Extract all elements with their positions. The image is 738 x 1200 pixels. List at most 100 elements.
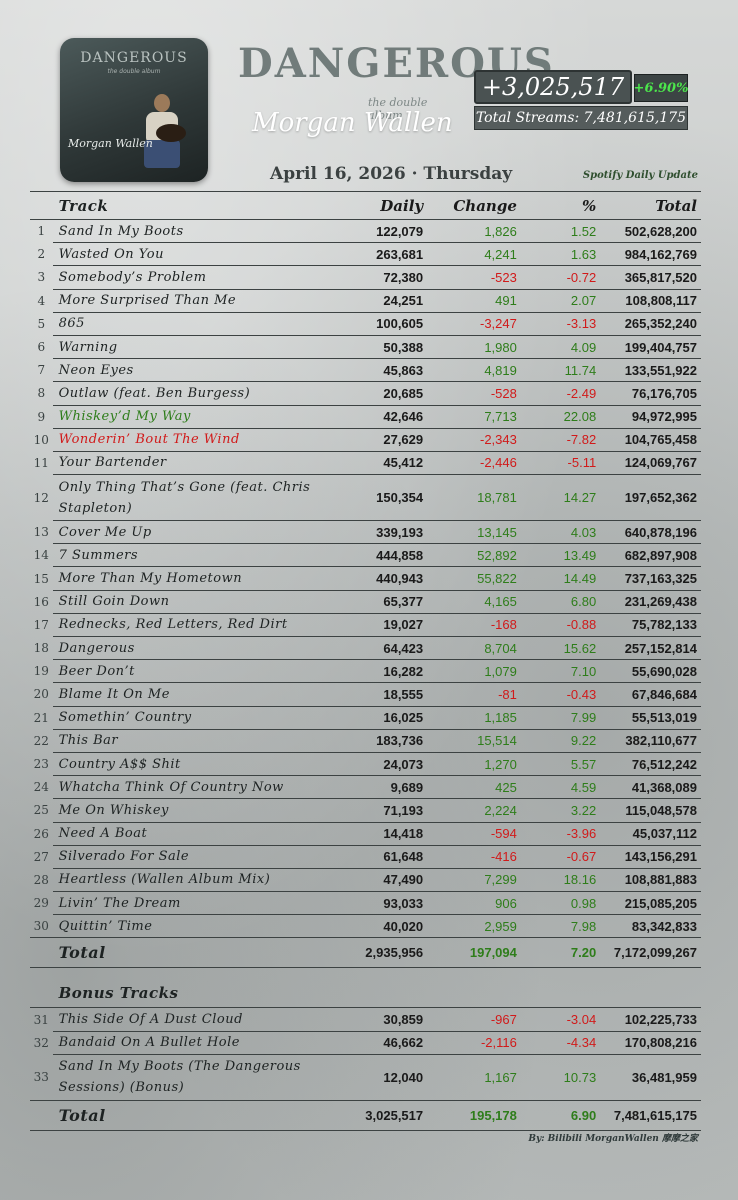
change-pct: -2.49	[516, 381, 597, 406]
change-pct: 0.98	[516, 891, 597, 916]
total-streams: 108,881,883	[596, 868, 701, 893]
empty-cell	[332, 977, 424, 1009]
change-value: 1,826	[423, 219, 517, 244]
change-value: 1,980	[423, 335, 517, 360]
total-streams: 67,846,684	[596, 682, 701, 707]
table-row: 11 Your Bartender 45,412 -2,446 -5.11 124,069…	[30, 451, 701, 476]
table-row: 27 Silverado For Sale 61,648 -416 -0.67 143,1…	[30, 845, 701, 869]
table-row: 21 Somethin’ Country 16,025 1,185 7.99 55,513…	[30, 706, 701, 730]
change-value: 52,892	[423, 543, 517, 568]
daily-streams: 14,418	[332, 822, 424, 846]
change-pct: 6.80	[516, 590, 597, 614]
total-streams: 199,404,757	[596, 335, 701, 360]
track-name: Whiskey’d My Way	[52, 405, 333, 429]
total-streams: 104,765,458	[596, 428, 701, 452]
track-name: Sand In My Boots	[52, 219, 333, 244]
change-value: -168	[423, 613, 517, 638]
change-value: 7,299	[423, 868, 517, 893]
total-streams-box: Total Streams: 7,481,615,175	[474, 106, 688, 130]
row-number: 12	[33, 490, 49, 505]
change-value: -2,446	[423, 451, 517, 476]
daily-streams: 440,943	[332, 566, 424, 591]
table-row: 31 This Side Of A Dust Cloud 30,859 -967 -3.…	[30, 1007, 701, 1032]
empty-cell	[423, 977, 517, 1009]
table-row: 14 7 Summers 444,858 52,892 13.49 682,897,908	[30, 543, 701, 568]
row-number: 31	[33, 1012, 49, 1027]
total-label: Total	[52, 937, 333, 969]
change-pct: 15.62	[516, 636, 597, 661]
header-daily: Daily	[332, 191, 424, 220]
daily-streams: 24,251	[332, 289, 424, 313]
track-name: Sand In My Boots (The Dangerous Sessions…	[52, 1054, 333, 1101]
track-name: Your Bartender	[52, 451, 333, 476]
daily-streams: 24,073	[332, 752, 424, 777]
total-streams: 265,352,240	[596, 312, 701, 336]
total-streams: 124,069,767	[596, 451, 701, 476]
row-number	[30, 1099, 53, 1131]
track-name: Somethin’ Country	[52, 706, 333, 730]
change-pct: -3.13	[516, 312, 597, 336]
table-row: 10 Wonderin’ Bout The Wind 27,629 -2,343 -7.…	[30, 428, 701, 452]
change-pct: 1.52	[516, 219, 597, 244]
row-number: 32	[33, 1035, 49, 1050]
change-value: 18,781	[423, 474, 517, 522]
total-change: 195,178	[423, 1099, 517, 1131]
total-streams: 215,085,205	[596, 891, 701, 916]
total-streams: 7,172,099,267	[596, 937, 701, 969]
total-streams: 7,481,615,175	[596, 1099, 701, 1131]
row-number: 16	[33, 594, 49, 609]
row-number	[30, 937, 53, 969]
total-pct: 7.20	[516, 937, 597, 969]
daily-streams: 71,193	[332, 798, 424, 823]
change-pct: -0.43	[516, 682, 597, 707]
row-number: 19	[33, 664, 49, 679]
date-line: April 16, 2026 · Thursday	[270, 164, 513, 184]
total-streams: 640,878,196	[596, 520, 701, 545]
table-row: 23 Country A$$ Shit 24,073 1,270 5.57 76,512,…	[30, 752, 701, 777]
daily-streams: 263,681	[332, 242, 424, 267]
total-streams: 55,513,019	[596, 706, 701, 730]
change-value: 906	[423, 891, 517, 916]
album-cover-subtitle: the double album	[107, 68, 161, 75]
row-number	[30, 977, 53, 1009]
total-streams: 382,110,677	[596, 729, 701, 753]
total-label: Total	[52, 1099, 333, 1131]
empty-cell	[516, 977, 597, 1009]
track-name: This Side Of A Dust Cloud	[52, 1007, 333, 1032]
daily-streams: 27,629	[332, 428, 424, 452]
table-row: 20 Blame It On Me 18,555 -81 -0.43 67,846,684	[30, 682, 701, 707]
total-streams: 75,782,133	[596, 613, 701, 638]
header-pct: %	[516, 191, 597, 220]
change-value: -416	[423, 845, 517, 869]
table-row: 22 This Bar 183,736 15,514 9.22 382,110,677	[30, 729, 701, 753]
source-label: Spotify Daily Update	[582, 170, 698, 181]
row-number: 28	[33, 872, 49, 887]
daily-streams: 45,412	[332, 451, 424, 476]
table-row: 33 Sand In My Boots (The Dangerous Sessio…	[30, 1054, 701, 1101]
table-row: 13 Cover Me Up 339,193 13,145 4.03 640,878,19…	[30, 520, 701, 545]
change-pct: 4.09	[516, 335, 597, 360]
track-name: Outlaw (feat. Ben Burgess)	[52, 381, 333, 406]
row-number: 15	[33, 571, 49, 586]
track-name: Still Goin Down	[52, 590, 333, 614]
change-pct: -0.88	[516, 613, 597, 638]
track-name: Wonderin’ Bout The Wind	[52, 428, 333, 452]
track-name: Warning	[52, 335, 333, 360]
change-pct: -3.96	[516, 822, 597, 846]
total-row: Total 2,935,956 197,094 7.20 7,172,099,267	[30, 937, 701, 969]
total-streams: 502,628,200	[596, 219, 701, 244]
logo-subtitle: the double album	[368, 96, 428, 122]
row-number: 13	[33, 525, 49, 540]
change-pct: -0.67	[516, 845, 597, 869]
change-pct: 7.10	[516, 659, 597, 684]
change-value: -3,247	[423, 312, 517, 336]
album-cover-figure	[134, 88, 190, 170]
change-value: 4,241	[423, 242, 517, 267]
track-name: Cover Me Up	[52, 520, 333, 545]
table-row: 24 Whatcha Think Of Country Now 9,689 425 4.…	[30, 775, 701, 800]
change-value: 425	[423, 775, 517, 800]
row-number: 1	[37, 224, 46, 239]
row-number: 2	[37, 247, 46, 262]
total-streams: 133,551,922	[596, 358, 701, 383]
daily-streams: 12,040	[332, 1054, 424, 1101]
